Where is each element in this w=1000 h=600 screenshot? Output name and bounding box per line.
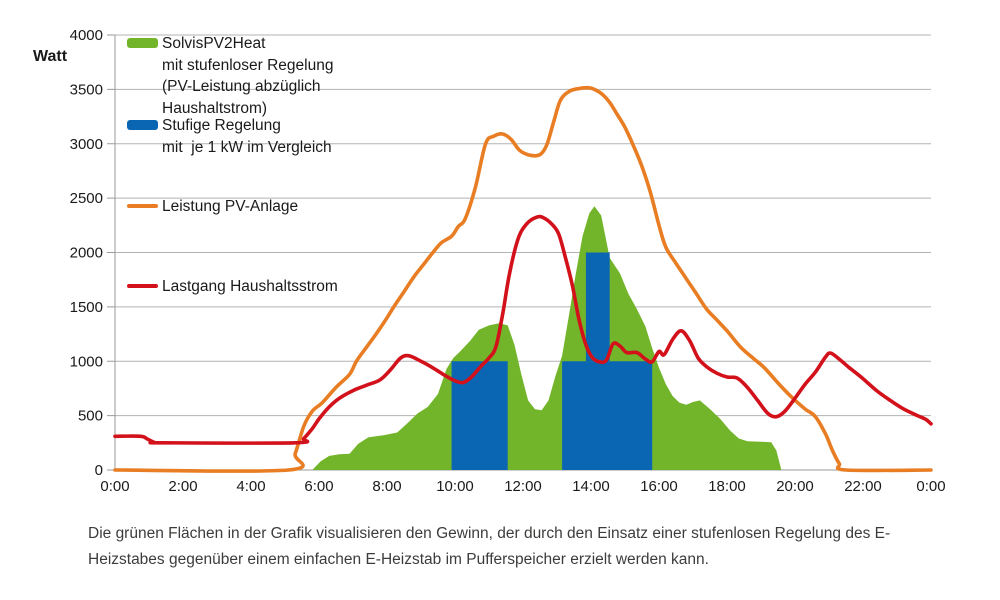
- y-tick-label: 1000: [70, 353, 103, 370]
- series-bar-blue: [451, 361, 508, 470]
- x-tick-label: 10:00: [436, 478, 474, 495]
- x-tick-label: 4:00: [236, 478, 265, 495]
- series-line-red: [113, 214, 933, 445]
- y-tick-label: 2500: [70, 190, 103, 207]
- y-tick-label: 3500: [70, 81, 103, 98]
- y-tick-label: 0: [95, 462, 103, 479]
- series-bar-blue: [562, 361, 653, 470]
- x-tick-label: 14:00: [572, 478, 610, 495]
- x-tick-label: 18:00: [708, 478, 746, 495]
- caption-text: Die grünen Flächen in der Grafik visuali…: [88, 525, 891, 568]
- x-tick-label: 8:00: [372, 478, 401, 495]
- y-tick-label: 4000: [70, 27, 103, 44]
- y-tick-label: 2000: [70, 245, 103, 262]
- series-line-orange: [113, 85, 933, 473]
- x-tick-label: 22:00: [844, 478, 882, 495]
- y-tick-label: 1500: [70, 299, 103, 316]
- x-tick-label: 12:00: [504, 478, 542, 495]
- y-tick-label: 500: [78, 408, 103, 425]
- x-tick-label: 0:00: [916, 478, 945, 495]
- series-area-green: [312, 206, 782, 471]
- series-bar-blue: [585, 252, 610, 362]
- x-tick-label: 16:00: [640, 478, 678, 495]
- x-tick-label: 6:00: [304, 478, 333, 495]
- x-tick-label: 20:00: [776, 478, 814, 495]
- x-tick-label: 0:00: [100, 478, 129, 495]
- y-tick-label: 3000: [70, 136, 103, 153]
- y-axis-title: Watt: [33, 48, 68, 65]
- chart-plot: 0 500 1000 1500 2000 2500 3000 3500 4000 0:00 2:00…: [70, 27, 946, 495]
- x-tick-label: 2:00: [168, 478, 197, 495]
